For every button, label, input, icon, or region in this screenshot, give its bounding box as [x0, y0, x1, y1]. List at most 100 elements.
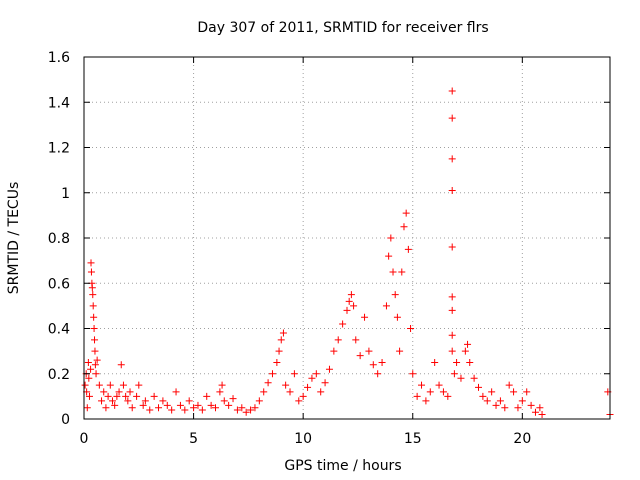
data-point — [85, 374, 93, 382]
data-point — [95, 381, 103, 389]
data-point — [279, 329, 287, 337]
data-point — [350, 302, 358, 310]
data-point — [356, 352, 364, 360]
data-point — [365, 347, 373, 355]
data-point — [393, 313, 401, 321]
data-point — [453, 358, 461, 366]
data-point — [139, 401, 147, 409]
data-point — [536, 404, 544, 412]
data-point — [457, 374, 465, 382]
data-point — [207, 401, 215, 409]
data-point — [89, 302, 97, 310]
data-point — [90, 325, 98, 332]
data-point — [122, 392, 130, 400]
data-point — [527, 401, 535, 409]
y-tick-label: 0.2 — [48, 367, 70, 383]
data-point — [466, 358, 474, 366]
y-axis-label: SRMTID / TECUs — [6, 182, 22, 295]
x-tick-label: 0 — [80, 431, 89, 447]
x-tick-label: 20 — [513, 431, 531, 447]
data-point — [470, 374, 478, 382]
data-point — [385, 252, 393, 260]
data-point — [106, 381, 114, 389]
data-point — [89, 291, 97, 299]
data-point — [448, 155, 456, 163]
data-point — [108, 397, 116, 405]
data-point — [87, 268, 95, 276]
axis-ticks: 0 5 10 15 20 0 0.2 0.4 0.6 0.8 1 1.2 1.4 1.6 — [48, 50, 610, 447]
data-point — [479, 392, 487, 400]
data-point — [475, 383, 482, 391]
data-point — [242, 408, 250, 416]
data-point — [308, 374, 316, 382]
data-point — [369, 361, 377, 369]
data-point — [389, 268, 397, 276]
data-point — [444, 392, 452, 400]
data-point — [304, 383, 312, 391]
data-point — [407, 325, 415, 332]
data-point — [100, 388, 108, 396]
data-point — [255, 397, 263, 405]
data-point — [141, 397, 149, 405]
data-point — [225, 401, 233, 409]
data-point — [448, 331, 456, 339]
data-point — [299, 392, 307, 400]
data-point — [387, 234, 395, 242]
data-point — [87, 365, 95, 373]
data-point — [448, 186, 456, 194]
data-point — [496, 397, 504, 405]
data-point — [523, 388, 531, 396]
data-point — [247, 406, 255, 414]
data-point — [439, 388, 447, 396]
data-point — [185, 397, 193, 405]
data-point — [398, 268, 406, 276]
data-point — [124, 397, 132, 405]
data-point — [448, 243, 456, 251]
data-point — [168, 406, 176, 414]
data-point — [277, 336, 285, 344]
data-point — [374, 370, 382, 378]
data-point — [295, 397, 303, 405]
data-point — [448, 347, 456, 355]
data-point — [461, 347, 469, 355]
data-point — [220, 397, 228, 405]
data-point — [531, 408, 539, 416]
data-point — [194, 401, 202, 409]
y-tick-label: 1.4 — [48, 95, 70, 111]
data-point — [155, 404, 163, 412]
grid-lines — [84, 57, 610, 419]
data-point — [233, 406, 241, 414]
data-point — [88, 284, 96, 292]
data-point — [483, 397, 491, 405]
y-tick-label: 1 — [61, 186, 70, 202]
data-point — [159, 397, 167, 405]
data-point — [111, 401, 119, 409]
data-point — [448, 87, 456, 95]
data-point — [98, 397, 106, 405]
data-point — [448, 114, 456, 122]
y-tick-label: 0 — [61, 412, 70, 428]
chart-title: Day 307 of 2011, SRMTID for receiver flr… — [197, 20, 488, 36]
data-point — [251, 404, 259, 412]
data-point — [229, 395, 237, 403]
data-point — [102, 404, 110, 412]
data-point — [126, 388, 134, 396]
data-point — [264, 379, 272, 387]
x-axis-label: GPS time / hours — [284, 458, 401, 474]
data-point — [435, 381, 443, 389]
data-point — [325, 365, 333, 373]
data-point — [282, 381, 290, 389]
y-tick-label: 0.6 — [48, 276, 70, 292]
data-point — [492, 401, 500, 409]
y-tick-label: 0.8 — [48, 231, 70, 247]
data-point — [505, 381, 513, 389]
data-point — [352, 336, 360, 344]
data-point — [418, 381, 426, 389]
data-point — [404, 245, 412, 253]
data-point — [488, 388, 496, 396]
data-point — [317, 388, 325, 396]
data-point — [172, 388, 180, 396]
data-point — [218, 381, 226, 389]
data-point — [268, 370, 276, 378]
